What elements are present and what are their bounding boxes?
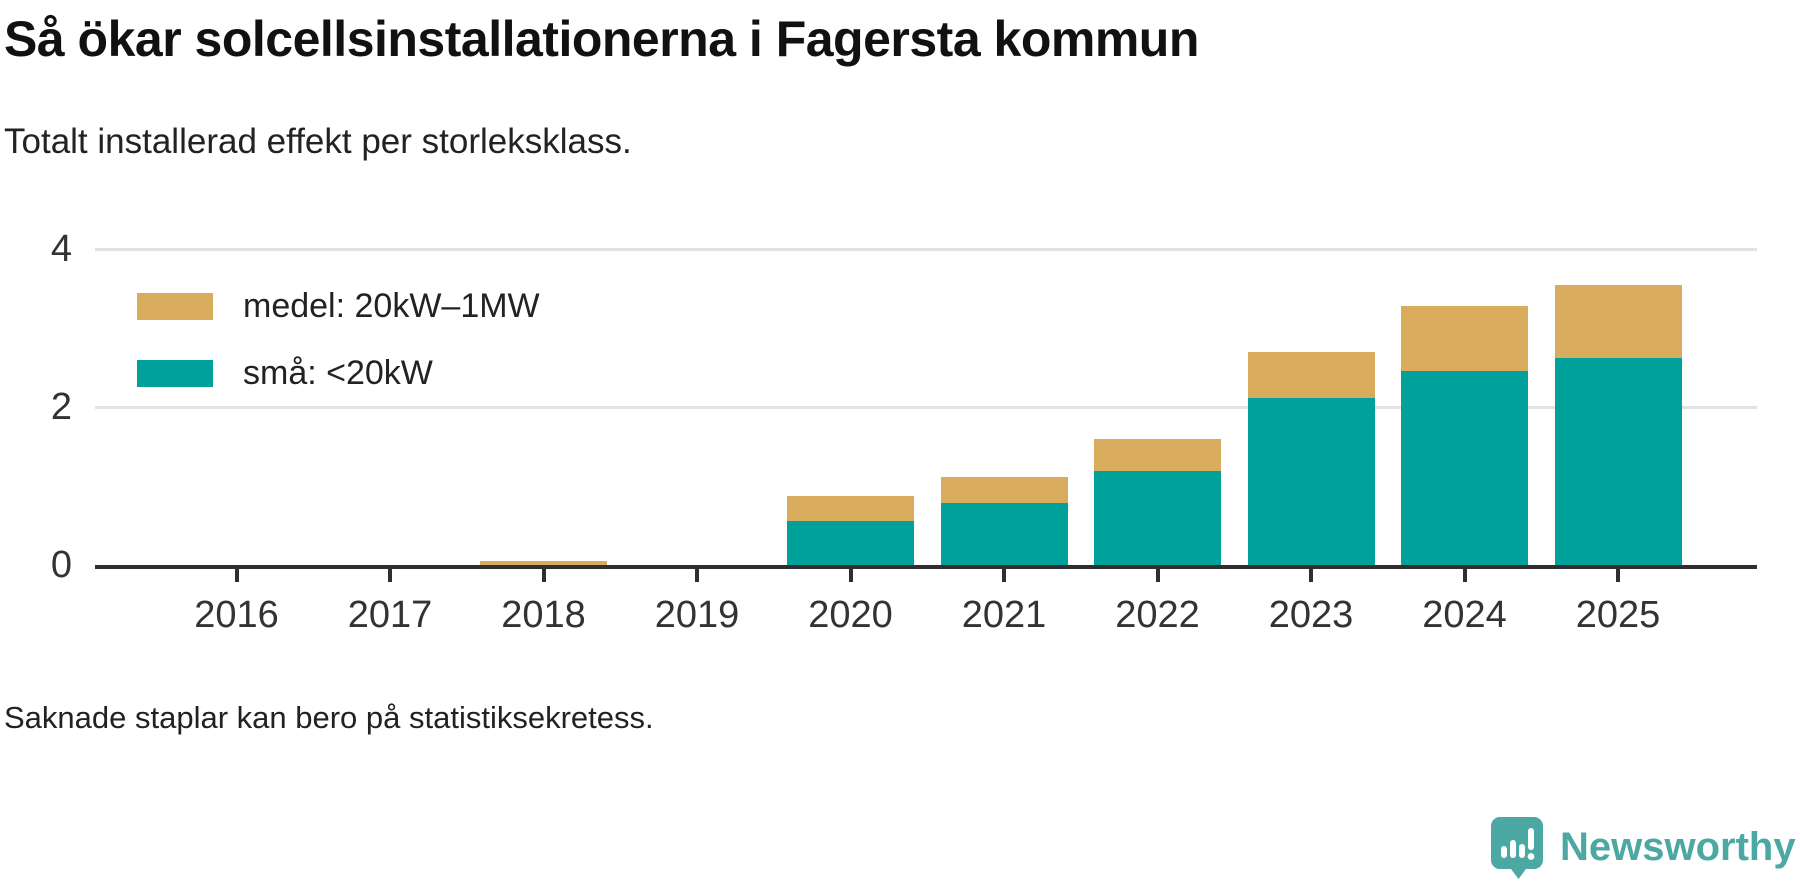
brand-lockup: Newsworthy (1490, 816, 1796, 885)
x-axis-tick-label: 2019 (654, 594, 740, 636)
bar-segment-medel-2024 (1401, 305, 1528, 371)
newsworthy-logo-icon (1490, 816, 1544, 885)
gridline-y4 (95, 247, 1757, 251)
x-axis-tick-label: 2021 (961, 594, 1047, 636)
x-axis-tick (541, 569, 546, 582)
x-axis-tick (695, 569, 699, 582)
y-axis-tick-label: 0 (50, 544, 72, 586)
chart-subtitle: Totalt installerad effekt per storlekskl… (4, 122, 632, 161)
chart-footnote: Saknade staplar kan bero på statistiksek… (4, 700, 654, 735)
brand-name: Newsworthy (1560, 824, 1796, 869)
bar-segment-sma-2020 (787, 520, 914, 565)
bar-segment-medel-2018 (480, 561, 607, 565)
x-axis-line (95, 565, 1757, 569)
x-axis-tick (388, 569, 392, 582)
page-title: Så ökar solcellsinstallationerna i Fager… (4, 11, 1199, 67)
legend-item: medel: 20kW–1MW (137, 287, 540, 326)
bar-segment-sma-2021 (940, 502, 1068, 565)
x-axis-tick (1002, 569, 1006, 582)
legend-swatch (137, 293, 213, 320)
bar-segment-medel-2022 (1094, 438, 1221, 471)
x-axis-tick-label: 2016 (194, 594, 279, 636)
x-axis-tick (1309, 569, 1313, 582)
x-axis-tick-label: 2024 (1422, 594, 1507, 636)
bar-segment-sma-2023 (1247, 398, 1375, 565)
bar-segment-medel-2025 (1554, 285, 1682, 358)
bar-segment-medel-2023 (1247, 352, 1375, 399)
legend-swatch (137, 360, 213, 387)
x-axis-tick-label: 2022 (1115, 594, 1200, 636)
legend-label: medel: 20kW–1MW (243, 287, 540, 325)
bar-segment-medel-2020 (787, 496, 914, 521)
bar-segment-medel-2021 (940, 477, 1068, 503)
x-axis-tick-label: 2020 (808, 594, 893, 636)
x-axis-tick (848, 569, 853, 582)
x-axis-tick (1462, 569, 1467, 582)
x-axis-tick (1155, 569, 1160, 582)
x-axis-tick (234, 569, 239, 582)
bar-segment-sma-2024 (1401, 370, 1528, 565)
x-axis-tick (1616, 569, 1620, 582)
x-axis-tick-label: 2018 (501, 594, 586, 636)
legend-label: små: <20kW (243, 354, 433, 392)
bar-segment-sma-2022 (1094, 470, 1221, 565)
x-axis-tick-label: 2023 (1268, 594, 1354, 636)
y-axis-tick-label: 4 (50, 227, 72, 270)
chart-legend: medel: 20kW–1MW små: <20kW (137, 287, 540, 393)
bar-segment-sma-2025 (1554, 357, 1682, 565)
x-axis-tick-label: 2025 (1575, 594, 1661, 636)
legend-item: små: <20kW (137, 354, 540, 393)
x-axis-tick-label: 2017 (347, 594, 433, 636)
gridline-y2 (95, 405, 1757, 409)
y-axis-tick-label: 2 (50, 385, 72, 428)
